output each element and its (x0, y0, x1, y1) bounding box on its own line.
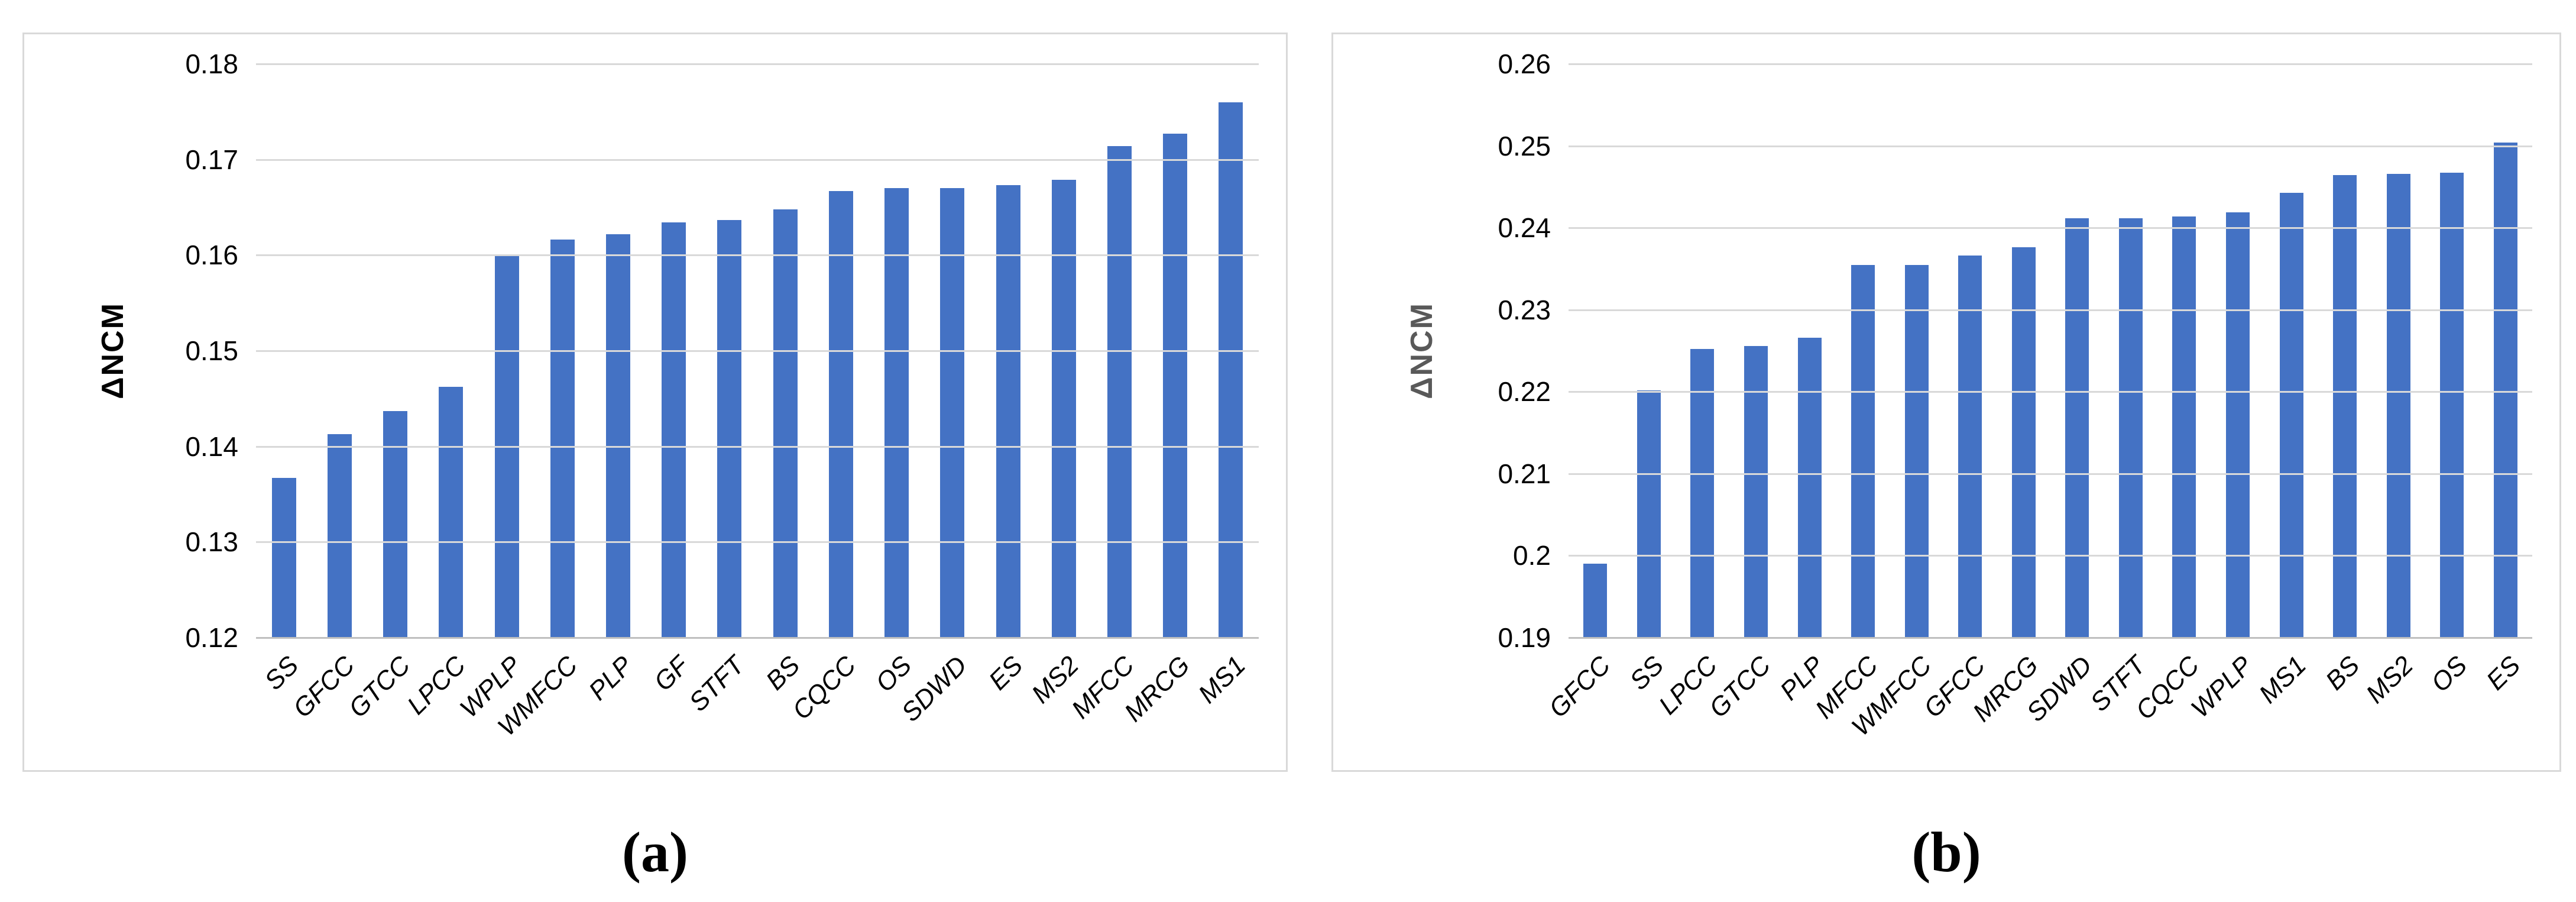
bar-plp (1798, 338, 1822, 638)
gridline (1569, 309, 2532, 311)
bar-mfcc (1851, 265, 1875, 638)
gridline (256, 637, 1259, 639)
gridline (256, 445, 1259, 448)
x-category-label: CQCC (786, 651, 861, 726)
y-tick-label: 0.26 (1498, 49, 1551, 79)
gridline (1569, 227, 2532, 229)
gridline (1569, 637, 2532, 639)
bar-mrcg (1163, 134, 1187, 638)
y-tick-label: 0.12 (185, 622, 238, 653)
bar-gfcc (1958, 256, 1982, 638)
x-category-label: ES (983, 651, 1029, 696)
x-category-label: MS1 (2253, 651, 2312, 709)
bar-gtcc (383, 411, 407, 638)
bar-mrcg (2012, 247, 2036, 638)
bar-ms2 (2387, 174, 2410, 638)
bar-ss (272, 478, 296, 638)
bar-wplp (2226, 212, 2250, 638)
x-category-label: ES (2481, 651, 2526, 696)
bar-gfcc (328, 434, 352, 638)
gridline (1569, 145, 2532, 147)
bar-sdwd (940, 188, 964, 638)
gridline (256, 541, 1259, 544)
y-tick-label: 0.2 (1513, 540, 1551, 571)
y-tick-label: 0.19 (1498, 622, 1551, 653)
bar-es (996, 185, 1020, 638)
bar-cqcc (829, 191, 853, 638)
bar-stft (717, 220, 741, 638)
bar-cqcc (2172, 216, 2196, 638)
gridline (256, 254, 1259, 257)
bar-sdwd (2065, 218, 2089, 638)
gridline (1569, 391, 2532, 393)
y-tick-label: 0.22 (1498, 376, 1551, 408)
bar-os (2440, 173, 2464, 638)
plot-area-b (1569, 64, 2532, 638)
x-category-label: STFT (683, 651, 750, 717)
subfigure-caption-b: (b) (1911, 820, 1981, 884)
y-tick-label: 0.21 (1498, 458, 1551, 489)
bar-wmfcc (1905, 265, 1929, 638)
gridline (256, 159, 1259, 161)
bar-ms1 (1219, 102, 1243, 638)
bar-wmfcc (550, 240, 575, 638)
bar-ms1 (2280, 193, 2303, 638)
gridline (1569, 473, 2532, 475)
bar-bs (773, 209, 798, 638)
y-tick-label: 0.13 (185, 526, 238, 558)
x-category-label: MS2 (2360, 651, 2419, 709)
x-category-label: PLP (583, 651, 639, 706)
bar-gfcc (1583, 564, 1607, 638)
y-tick-label: 0.14 (185, 431, 238, 462)
gridline (256, 350, 1259, 352)
gridline (1569, 555, 2532, 557)
x-category-label: BS (760, 651, 806, 696)
x-category-label: WPLP (2185, 651, 2259, 723)
y-tick-label: 0.15 (185, 335, 238, 366)
gridline (256, 63, 1259, 65)
bar-ss (1637, 390, 1661, 638)
bar-mfcc (1107, 146, 1132, 638)
x-category-label: GFCC (287, 651, 360, 723)
x-category-label: BS (2320, 651, 2366, 696)
x-category-label: GF (648, 651, 695, 697)
bar-lpcc (1690, 349, 1714, 638)
y-tick-label: 0.17 (185, 144, 238, 175)
bar-plp (606, 234, 630, 638)
x-category-label: OS (2425, 651, 2473, 698)
bar-lpcc (439, 387, 463, 638)
bar-bs (2333, 175, 2357, 638)
x-category-label: SS (259, 651, 304, 696)
x-category-label: GTCC (343, 651, 416, 723)
bar-os (884, 188, 909, 638)
x-category-label: OS (870, 651, 918, 698)
x-category-label: MS1 (1193, 651, 1252, 709)
y-tick-label: 0.25 (1498, 130, 1551, 161)
chart-panel-b: ΔNCM 0.26 0.25 0.24 0.23 0.22 0.21 0.2 0.19 GFCC… (1331, 33, 2561, 772)
gridline (1569, 63, 2532, 65)
bar-es (2494, 143, 2517, 638)
subfigure-caption-a: (a) (622, 820, 688, 884)
chart-panel-a: ΔNCM 0.18 0.17 0.16 0.15 0.14 0.13 0.12 SS GFCC G… (22, 33, 1288, 772)
bar-gf (662, 222, 686, 638)
y-tick-label: 0.24 (1498, 212, 1551, 244)
y-tick-label: 0.18 (185, 49, 238, 79)
bar-stft (2119, 218, 2143, 638)
x-category-label: GFCC (1543, 651, 1616, 723)
y-tick-label: 0.16 (185, 240, 238, 271)
bar-gtcc (1744, 346, 1768, 638)
x-category-label: GTCC (1703, 651, 1777, 723)
bar-ms2 (1052, 180, 1076, 638)
y-tick-label: 0.23 (1498, 294, 1551, 325)
